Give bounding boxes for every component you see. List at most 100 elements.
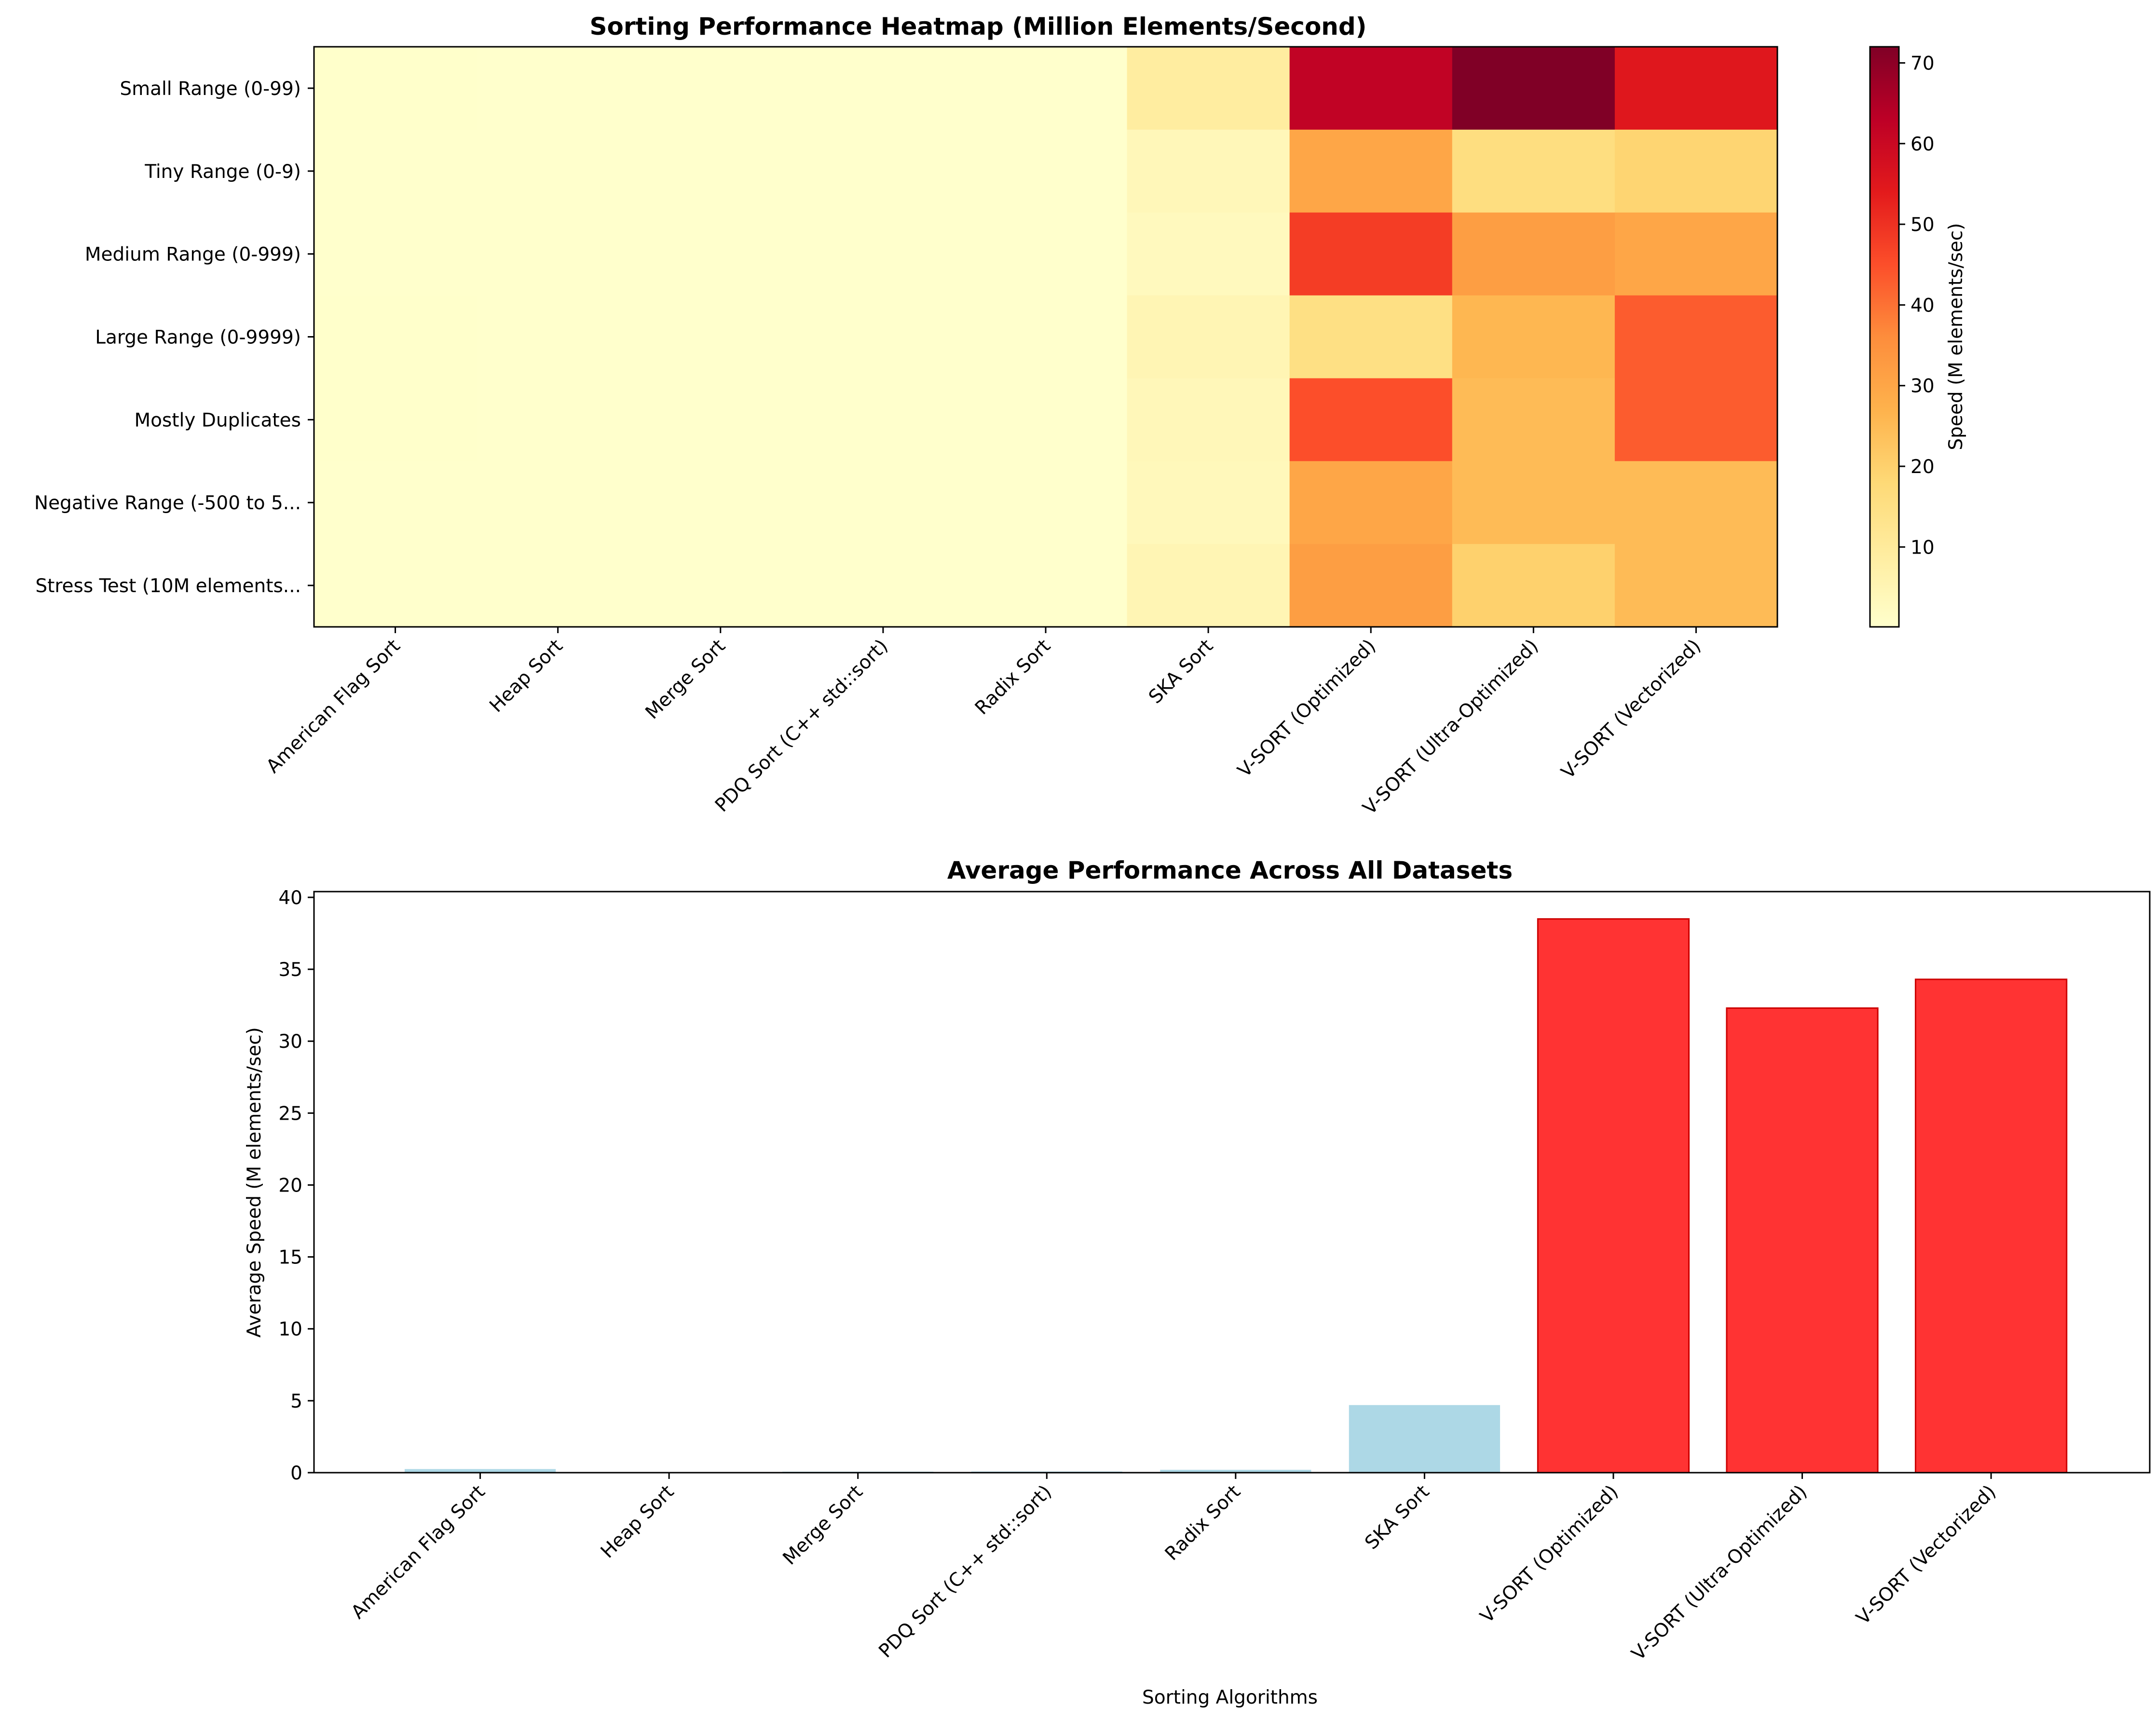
heatmap-x-tick-label: V-SORT (Vectorized) <box>1557 635 1706 783</box>
heatmap-cell <box>1614 212 1778 296</box>
heatmap-cell <box>477 461 640 544</box>
heatmap-cell <box>1614 461 1778 544</box>
bar-x-tick-label: Merge Sort <box>779 1481 867 1569</box>
heatmap-cell <box>802 212 965 296</box>
heatmap-cell <box>802 544 965 627</box>
heatmap-y-tick-label: Small Range (0-99) <box>120 78 301 100</box>
heatmap-cells <box>314 47 1778 627</box>
colorbar <box>1870 47 1899 627</box>
heatmap-cell <box>477 47 640 130</box>
bar-x-ticks: American Flag Sort Heap Sort Merge Sort PDQ… <box>347 1473 2000 1665</box>
bar-x-axis-label: Sorting Algorithms <box>1142 1687 1318 1708</box>
heatmap-cell <box>639 295 802 379</box>
heatmap-cell <box>964 378 1128 461</box>
bar <box>1537 918 1690 1474</box>
bar-y-tick-label: 0 <box>290 1463 302 1484</box>
heatmap-cell <box>1127 295 1290 379</box>
bar <box>1726 1007 1879 1474</box>
heatmap-cell <box>314 212 477 296</box>
bar-x-tick-label: PDQ Sort (C++ std::sort) <box>874 1481 1056 1662</box>
heatmap-cell <box>964 212 1128 296</box>
heatmap-cell <box>1452 295 1615 379</box>
bar-x-tick-label: V-SORT (Ultra-Optimized) <box>1627 1481 1811 1665</box>
heatmap-y-tick-label: Mostly Duplicates <box>134 409 301 431</box>
heatmap-x-tick-label: Radix Sort <box>971 635 1055 719</box>
heatmap-y-tick-label: Negative Range (-500 to 5... <box>34 492 301 514</box>
heatmap-y-tick-label: Medium Range (0-999) <box>85 244 301 266</box>
heatmap-cell <box>964 295 1128 379</box>
bar-y-ticks: 0 5 10 15 20 25 30 35 40 <box>278 887 314 1484</box>
bar-y-tick-label: 10 <box>278 1319 302 1341</box>
heatmap-cell <box>1614 47 1778 130</box>
bar-x-tick-label: Heap Sort <box>597 1481 678 1562</box>
heatmap-frame <box>313 46 1778 628</box>
heatmap-cell <box>1289 47 1453 130</box>
heatmap-cell <box>802 378 965 461</box>
colorbar-tick-label: 70 <box>1910 53 1935 74</box>
heatmap-cell <box>1127 544 1290 627</box>
heatmap-cell <box>477 212 640 296</box>
colorbar-tick-label: 20 <box>1910 456 1935 478</box>
heatmap-cell <box>1289 295 1453 379</box>
heatmap-cell <box>1127 461 1290 544</box>
heatmap-x-tick-label: V-SORT (Optimized) <box>1234 635 1380 782</box>
bar <box>1914 978 2068 1474</box>
heatmap-y-tick-label: Stress Test (10M elements... <box>35 575 301 597</box>
colorbar-ticks: 10 20 30 40 50 60 70 <box>1899 53 1935 558</box>
heatmap-cell <box>1614 544 1778 627</box>
heatmap-cell <box>1614 129 1778 213</box>
colorbar-tick-label: 50 <box>1910 214 1935 236</box>
heatmap-cell <box>639 212 802 296</box>
bar-y-tick-label: 15 <box>278 1247 302 1269</box>
heatmap-cell <box>1127 129 1290 213</box>
heatmap-cell <box>1289 212 1453 296</box>
heatmap-cell <box>1289 129 1453 213</box>
heatmap-cell <box>802 461 965 544</box>
colorbar-tick-label: 10 <box>1910 537 1935 558</box>
heatmap-cell <box>802 129 965 213</box>
heatmap-cell <box>314 461 477 544</box>
bar-x-tick-label: SKA Sort <box>1361 1481 1433 1554</box>
heatmap-cell <box>314 544 477 627</box>
heatmap-cell <box>1127 47 1290 130</box>
bar-chart-title: Average Performance Across All Datasets <box>947 856 1513 884</box>
heatmap-cell <box>639 378 802 461</box>
heatmap-cell <box>314 295 477 379</box>
heatmap-x-tick-label: Heap Sort <box>486 635 567 717</box>
heatmap-cell <box>639 47 802 130</box>
heatmap-cell <box>964 129 1128 213</box>
heatmap-x-tick-label: Merge Sort <box>641 635 730 723</box>
heatmap-title: Sorting Performance Heatmap (Million Ele… <box>589 13 1366 41</box>
heatmap-cell <box>1452 461 1615 544</box>
heatmap-cell <box>964 544 1128 627</box>
colorbar-tick-label: 60 <box>1910 134 1935 155</box>
heatmap-cell <box>314 47 477 130</box>
bar-x-tick-label: Radix Sort <box>1161 1481 1245 1565</box>
colorbar-label: Speed (M elements/sec) <box>1945 223 1967 450</box>
colorbar-frame <box>1869 46 1900 628</box>
heatmap-cell <box>477 129 640 213</box>
bar-y-tick-label: 25 <box>278 1103 302 1125</box>
heatmap-x-tick-label: PDQ Sort (C++ std::sort) <box>711 635 892 816</box>
heatmap-cell <box>1127 378 1290 461</box>
heatmap-y-tick-label: Large Range (0-9999) <box>95 327 301 349</box>
heatmap-cell <box>1614 378 1778 461</box>
bar-y-tick-label: 40 <box>278 887 302 909</box>
bar-y-tick-label: 5 <box>290 1391 302 1412</box>
bar <box>1349 1405 1501 1473</box>
bar-y-tick-label: 35 <box>278 959 302 981</box>
heatmap-cell <box>1452 212 1615 296</box>
heatmap-cell <box>802 295 965 379</box>
bar-plot-frame <box>313 891 2151 1474</box>
bar-y-tick-label: 20 <box>278 1175 302 1196</box>
bar-x-tick-label: V-SORT (Vectorized) <box>1852 1481 2000 1629</box>
heatmap-y-ticks: Small Range (0-99) Tiny Range (0-9) Medium… <box>34 78 314 597</box>
heatmap-cell <box>314 129 477 213</box>
heatmap-y-tick-label: Tiny Range (0-9) <box>144 161 301 183</box>
heatmap-cell <box>964 47 1128 130</box>
heatmap-cell <box>1452 378 1615 461</box>
bar-y-axis-label: Average Speed (M elements/sec) <box>244 1027 265 1338</box>
heatmap-cell <box>1614 295 1778 379</box>
bar-series <box>404 918 2068 1474</box>
